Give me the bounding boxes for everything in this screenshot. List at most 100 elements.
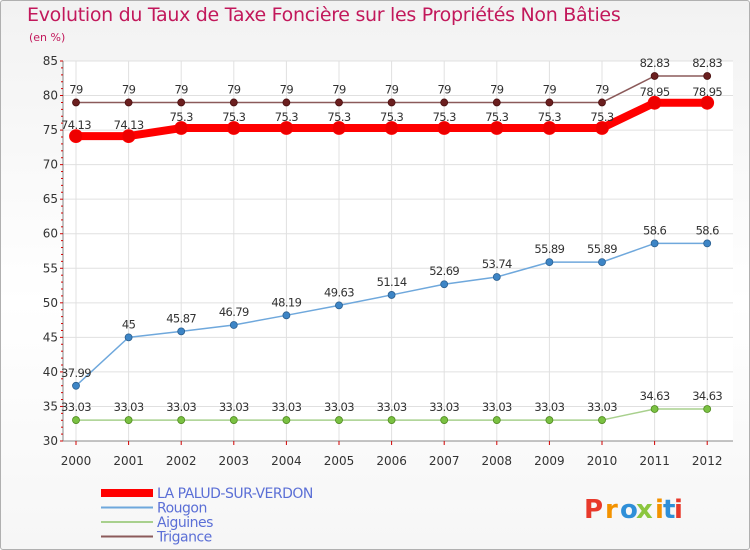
- data-point: [595, 121, 609, 135]
- data-label: 78.95: [640, 85, 670, 99]
- data-label: 58.6: [696, 223, 719, 237]
- data-point: [387, 416, 396, 424]
- x-tick-label: 2012: [692, 454, 723, 468]
- data-label: 79: [174, 82, 188, 96]
- data-point: [72, 416, 80, 424]
- data-point: [177, 416, 186, 424]
- data-point: [647, 95, 662, 110]
- data-label: 79: [490, 82, 504, 96]
- data-point: [387, 98, 396, 107]
- data-point: [440, 416, 449, 424]
- data-point: [229, 416, 238, 424]
- data-point: [72, 381, 80, 390]
- data-point: [226, 121, 241, 135]
- x-tick-label: 2004: [271, 454, 302, 468]
- data-label: 33.03: [271, 400, 301, 414]
- data-label: 75.3: [590, 110, 613, 124]
- data-label: 33.03: [114, 400, 144, 414]
- data-point: [598, 416, 606, 424]
- y-tick-label: 55: [43, 261, 58, 275]
- y-tick-label: 85: [43, 54, 58, 68]
- data-point: [703, 239, 712, 248]
- data-point: [492, 98, 501, 107]
- data-point: [177, 98, 186, 107]
- logo-letter: x: [636, 495, 653, 525]
- data-label: 55.89: [534, 242, 564, 256]
- data-label: 33.03: [219, 400, 249, 414]
- data-label: 75.3: [170, 110, 193, 124]
- data-label: 34.63: [692, 389, 722, 403]
- data-point: [545, 258, 554, 267]
- data-point: [598, 258, 606, 267]
- logo-letter: i: [674, 495, 683, 525]
- data-label: 53.74: [482, 257, 512, 271]
- data-point: [703, 72, 712, 80]
- data-label: 79: [543, 82, 557, 96]
- data-point: [545, 98, 554, 107]
- data-label: 52.69: [429, 264, 459, 278]
- data-label: 78.95: [692, 85, 722, 99]
- data-point: [440, 98, 449, 107]
- data-point: [72, 98, 80, 107]
- data-point: [69, 129, 83, 144]
- data-label: 75.3: [222, 110, 245, 124]
- data-point: [489, 121, 504, 135]
- legend-label: Rougon: [157, 501, 207, 517]
- data-point: [437, 121, 452, 135]
- data-label: 51.14: [377, 275, 407, 289]
- x-tick-label: 2002: [166, 454, 197, 468]
- data-label: 79: [280, 82, 294, 96]
- data-point: [124, 333, 133, 342]
- logo-letter: r: [605, 495, 618, 525]
- data-point: [229, 321, 238, 329]
- data-label: 46.79: [219, 305, 249, 319]
- x-tick-label: 2003: [219, 454, 250, 468]
- data-label: 55.89: [587, 242, 617, 256]
- x-tick-label: 2001: [113, 454, 144, 468]
- data-label: 75.3: [380, 110, 403, 124]
- x-tick-label: 2006: [376, 454, 407, 468]
- data-label: 75.3: [327, 110, 350, 124]
- y-tick-label: 30: [43, 434, 58, 448]
- data-label: 33.03: [377, 400, 407, 414]
- legend-label: Trigance: [156, 530, 212, 546]
- data-label: 75.3: [433, 110, 456, 124]
- legend-label: LA PALUD-SUR-VERDON: [157, 486, 313, 502]
- data-label: 75.3: [485, 110, 508, 124]
- x-tick-label: 2010: [587, 454, 618, 468]
- data-point: [335, 416, 343, 424]
- data-label: 33.03: [587, 400, 617, 414]
- data-label: 79: [227, 82, 241, 96]
- logo-letter: o: [620, 495, 638, 525]
- data-point: [700, 95, 715, 110]
- data-point: [440, 280, 449, 289]
- y-tick-label: 65: [43, 192, 58, 206]
- data-point: [332, 121, 346, 135]
- data-point: [282, 416, 291, 424]
- logo-letter: i: [655, 495, 664, 525]
- legend-label: Aiguines: [157, 515, 213, 531]
- data-label: 33.03: [429, 400, 459, 414]
- data-point: [121, 129, 136, 144]
- data-point: [387, 291, 396, 299]
- data-label: 82.83: [692, 56, 722, 70]
- data-label: 58.6: [643, 223, 666, 237]
- data-label: 34.63: [640, 389, 670, 403]
- logo-letter: P: [584, 495, 603, 525]
- data-point: [384, 121, 399, 135]
- data-point: [598, 98, 606, 107]
- chart-title: Evolution du Taux de Taxe Foncière sur l…: [27, 4, 621, 26]
- data-label: 79: [437, 82, 451, 96]
- data-label: 82.83: [640, 56, 670, 70]
- x-tick-label: 2007: [429, 454, 460, 468]
- data-point: [492, 273, 501, 281]
- data-label: 79: [122, 82, 136, 96]
- y-tick-label: 60: [43, 227, 58, 241]
- data-point: [174, 121, 189, 135]
- data-label: 48.19: [271, 295, 301, 309]
- data-point: [650, 239, 659, 248]
- data-point: [335, 301, 343, 310]
- data-point: [545, 416, 554, 424]
